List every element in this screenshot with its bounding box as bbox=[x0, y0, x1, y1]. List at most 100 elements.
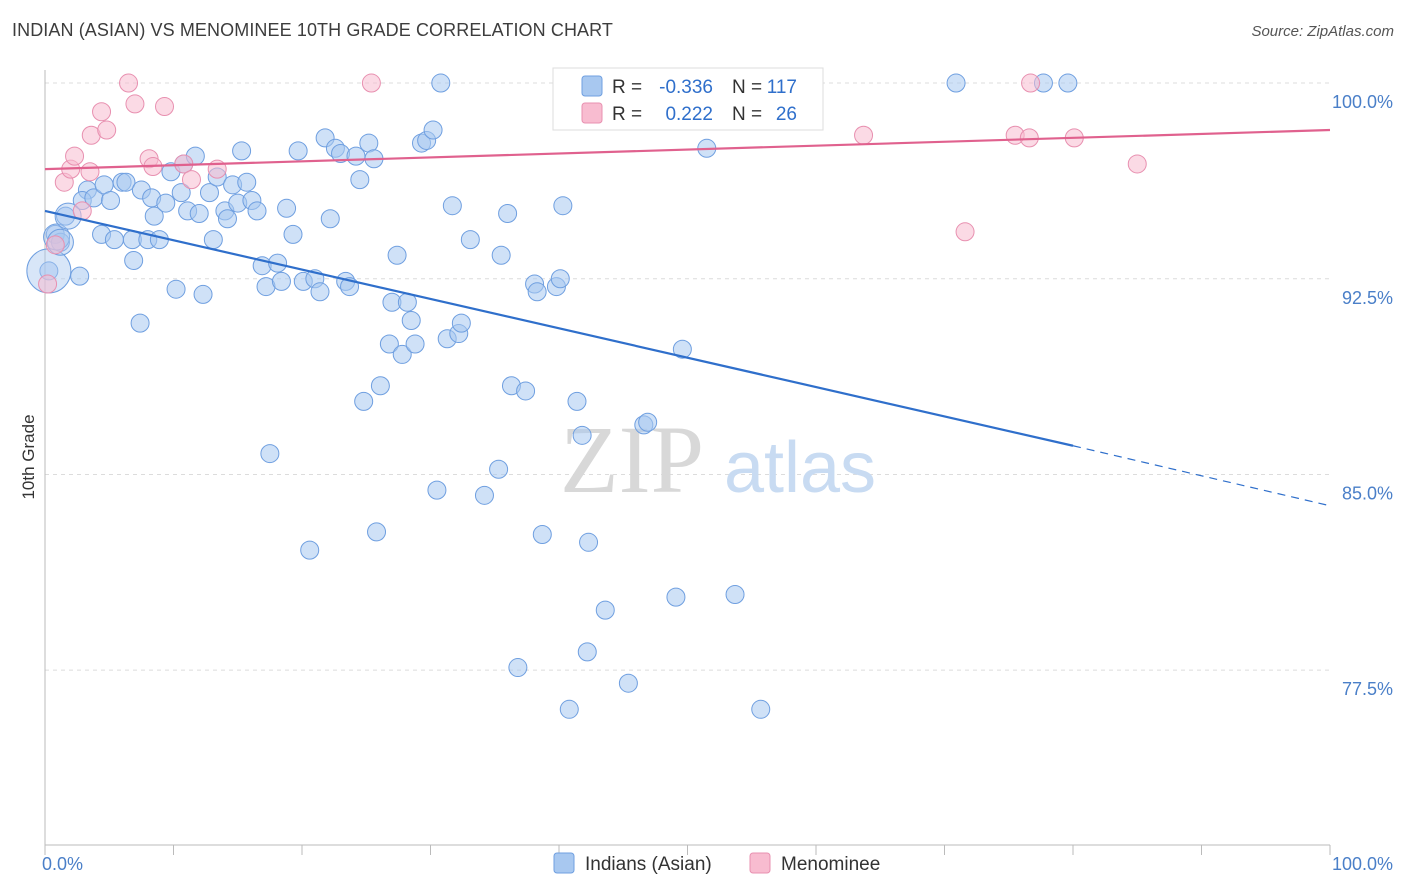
data-point-indians-asian bbox=[579, 532, 599, 552]
data-point-indians-asian bbox=[232, 141, 252, 161]
data-point-menominee bbox=[854, 125, 874, 145]
data-point-indians-asian bbox=[474, 485, 494, 505]
data-point-indians-asian bbox=[237, 172, 257, 192]
legend-r-value: -0.336 bbox=[659, 77, 713, 98]
y-tick-labels: 100.0% 92.5% 85.0% 77.5% bbox=[1332, 92, 1393, 699]
data-point-indians-asian bbox=[532, 524, 552, 544]
y-tick-label: 100.0% bbox=[1332, 92, 1393, 112]
data-point-indians-asian bbox=[751, 699, 771, 719]
data-point-menominee bbox=[1127, 154, 1147, 174]
data-point-indians-asian bbox=[460, 230, 480, 250]
data-point-menominee bbox=[361, 73, 381, 93]
data-point-menominee bbox=[97, 120, 117, 140]
bottom-legend-swatch-pink bbox=[749, 852, 771, 874]
data-point-indians-asian bbox=[203, 230, 223, 250]
bottom-legend: Indians (Asian) Menominee bbox=[553, 852, 880, 875]
data-point-indians-asian bbox=[491, 245, 511, 265]
data-point-menominee bbox=[45, 235, 65, 255]
data-point-indians-asian bbox=[672, 339, 692, 359]
legend-n-value: 117 bbox=[767, 77, 797, 98]
data-point-indians-asian bbox=[217, 209, 237, 229]
bottom-legend-label: Menominee bbox=[781, 854, 880, 875]
bottom-legend-swatch-blue bbox=[553, 852, 575, 874]
x-tick-labels: 0.0% 100.0% bbox=[42, 854, 1393, 874]
data-point-indians-asian bbox=[379, 334, 399, 354]
bottom-legend-label: Indians (Asian) bbox=[585, 854, 712, 875]
data-point-indians-asian bbox=[156, 193, 176, 213]
data-point-indians-asian bbox=[427, 480, 447, 500]
data-point-indians-asian bbox=[283, 224, 303, 244]
data-point-menominee bbox=[38, 274, 58, 294]
y-tick-label: 92.5% bbox=[1342, 288, 1393, 308]
data-point-indians-asian bbox=[277, 198, 297, 218]
data-point-indians-asian bbox=[559, 699, 579, 719]
data-point-indians-asian bbox=[101, 190, 121, 210]
series-indians-asian bbox=[26, 73, 1078, 719]
legend-r-label: R = bbox=[612, 104, 642, 125]
data-point-indians-asian bbox=[638, 412, 658, 432]
data-point-indians-asian bbox=[130, 313, 150, 333]
data-point-menominee bbox=[181, 170, 201, 190]
data-point-menominee bbox=[1019, 128, 1039, 148]
data-point-indians-asian bbox=[567, 391, 587, 411]
data-point-indians-asian bbox=[946, 73, 966, 93]
data-point-indians-asian bbox=[70, 266, 90, 286]
data-point-indians-asian bbox=[370, 376, 390, 396]
y-tick-label: 85.0% bbox=[1342, 483, 1393, 503]
data-point-indians-asian bbox=[124, 250, 144, 270]
data-point-indians-asian bbox=[423, 120, 443, 140]
legend-swatch-pink bbox=[581, 102, 603, 124]
legend-r-label: R = bbox=[612, 77, 642, 98]
data-point-indians-asian bbox=[508, 658, 528, 678]
data-point-indians-asian bbox=[498, 204, 518, 224]
data-point-indians-asian bbox=[1058, 73, 1078, 93]
data-point-indians-asian bbox=[595, 600, 615, 620]
x-tick-label: 0.0% bbox=[42, 854, 83, 874]
y-tick-label: 77.5% bbox=[1342, 679, 1393, 699]
x-tick-label: 100.0% bbox=[1332, 854, 1393, 874]
data-point-indians-asian bbox=[104, 230, 124, 250]
data-point-indians-asian bbox=[354, 391, 374, 411]
data-point-indians-asian bbox=[144, 206, 164, 226]
data-point-indians-asian bbox=[387, 245, 407, 265]
data-point-indians-asian bbox=[166, 279, 186, 299]
data-point-indians-asian bbox=[516, 381, 536, 401]
data-point-indians-asian bbox=[367, 522, 387, 542]
data-point-indians-asian bbox=[199, 183, 219, 203]
data-point-indians-asian bbox=[149, 230, 169, 250]
data-point-indians-asian bbox=[320, 209, 340, 229]
legend-n-label: N = bbox=[732, 77, 762, 98]
data-point-indians-asian bbox=[392, 344, 412, 364]
data-point-indians-asian bbox=[116, 172, 136, 192]
data-point-indians-asian bbox=[666, 587, 686, 607]
source-label: Source: ZipAtlas.com bbox=[1251, 23, 1394, 40]
data-point-indians-asian bbox=[550, 269, 570, 289]
legend-n-label: N = bbox=[732, 104, 762, 125]
data-point-indians-asian bbox=[300, 540, 320, 560]
legend-r-value: 0.222 bbox=[665, 104, 713, 125]
chart-title: INDIAN (ASIAN) VS MENOMINEE 10TH GRADE C… bbox=[12, 20, 614, 40]
data-point-indians-asian bbox=[350, 170, 370, 190]
data-point-indians-asian bbox=[310, 282, 330, 302]
data-point-indians-asian bbox=[553, 196, 573, 216]
data-point-indians-asian bbox=[171, 183, 191, 203]
data-point-menominee bbox=[80, 162, 100, 182]
data-point-indians-asian bbox=[189, 204, 209, 224]
data-point-indians-asian bbox=[288, 141, 308, 161]
data-point-indians-asian bbox=[527, 282, 547, 302]
data-point-indians-asian bbox=[572, 425, 592, 445]
data-point-indians-asian bbox=[260, 444, 280, 464]
trend-line-indians-asian-extension bbox=[1072, 445, 1331, 507]
data-point-menominee bbox=[92, 102, 112, 122]
data-point-indians-asian bbox=[489, 459, 509, 479]
watermark-zip: ZIP bbox=[560, 406, 704, 513]
data-point-indians-asian bbox=[405, 334, 425, 354]
watermark-atlas: atlas bbox=[724, 428, 876, 508]
data-point-indians-asian bbox=[271, 271, 291, 291]
legend: R = R = -0.336 0.222 N = N = 117 26 bbox=[552, 67, 824, 131]
data-point-indians-asian bbox=[431, 73, 451, 93]
legend-n-value: 26 bbox=[776, 104, 797, 125]
data-point-menominee bbox=[155, 97, 175, 117]
trend-line-indians-asian bbox=[44, 209, 1074, 447]
